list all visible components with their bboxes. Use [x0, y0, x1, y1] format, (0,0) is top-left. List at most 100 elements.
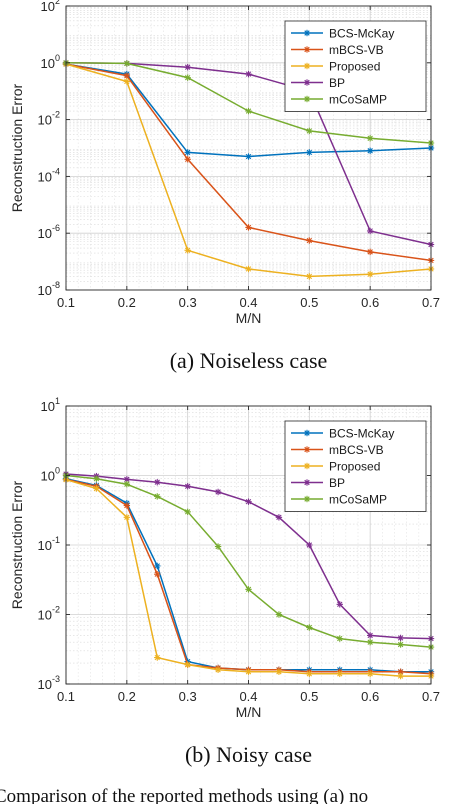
- x-tick-label: 0.1: [57, 295, 75, 310]
- grid: [65, 5, 432, 291]
- data-point: [123, 72, 131, 79]
- legend-marker: [303, 79, 311, 86]
- legend-marker: [303, 46, 311, 53]
- y-tick-label-exponent: -1: [52, 535, 60, 545]
- data-point: [306, 670, 313, 678]
- legend-marker: [303, 446, 311, 453]
- data-point: [154, 493, 161, 500]
- legend-label: mCoSaMP: [329, 493, 387, 507]
- y-tick-label-exponent: -2: [52, 605, 60, 615]
- data-point: [275, 668, 283, 675]
- data-point: [306, 624, 313, 631]
- series-group: [62, 59, 435, 280]
- data-point: [123, 502, 131, 509]
- y-tick-label-exponent: 0: [55, 466, 60, 476]
- data-point: [184, 63, 191, 71]
- y-tick-label-base: 10: [41, 0, 55, 14]
- data-point: [306, 127, 313, 135]
- y-tick-label: 101: [41, 396, 60, 414]
- y-axis-label: Reconstruction Error: [9, 480, 25, 609]
- data-point: [245, 586, 252, 593]
- y-tick-label: 10-2: [38, 605, 60, 623]
- x-tick-label: 0.6: [361, 689, 379, 704]
- legend-marker: [303, 62, 311, 70]
- y-tick-label: 100: [41, 53, 60, 71]
- x-tick-label: 0.4: [239, 295, 257, 310]
- data-point: [366, 248, 374, 256]
- y-tick-label-base: 10: [38, 608, 52, 623]
- data-point: [154, 562, 161, 570]
- legend-marker: [303, 462, 311, 470]
- data-point: [275, 514, 283, 521]
- x-tick-label: 0.2: [118, 689, 136, 704]
- figure-caption-text: Comparison of the reported methods using…: [0, 786, 368, 804]
- data-point: [93, 485, 100, 492]
- y-tick-label-exponent: 0: [55, 53, 60, 63]
- data-point: [154, 571, 161, 578]
- legend-label: Proposed: [329, 60, 380, 74]
- data-point: [184, 247, 191, 254]
- data-point: [306, 273, 313, 280]
- y-tick-label: 102: [41, 0, 60, 14]
- legend-marker: [303, 429, 311, 437]
- panel-caption: (a) Noiseless case: [170, 348, 328, 373]
- data-point: [245, 70, 252, 78]
- data-point: [336, 601, 343, 608]
- data-point: [214, 488, 222, 496]
- data-point: [245, 153, 252, 160]
- x-tick-label: 0.4: [239, 689, 257, 704]
- y-tick-label: 100: [41, 466, 60, 484]
- y-tick-label-base: 10: [41, 56, 55, 71]
- x-tick-label: 0.3: [179, 295, 197, 310]
- x-tick-label: 0.6: [361, 295, 379, 310]
- data-point: [184, 508, 191, 516]
- data-point: [154, 479, 161, 486]
- legend-label: mBCS-VB: [329, 443, 384, 457]
- data-point: [245, 224, 252, 231]
- y-tick-label: 10-4: [38, 166, 60, 184]
- data-point: [366, 638, 374, 646]
- y-tick-label-base: 10: [41, 399, 55, 414]
- y-tick-label-exponent: -2: [52, 110, 60, 120]
- legend-marker: [303, 29, 311, 37]
- data-point: [397, 634, 404, 642]
- chart-panel-noiseless: 0.1 0.2 0.3 0.4 0.5 0.6 0.710-810-610-410-2100…: [9, 0, 440, 373]
- legend-label: BCS-McKay: [329, 427, 394, 441]
- data-point: [184, 483, 191, 490]
- x-tick-label: 0.7: [422, 689, 440, 704]
- data-point: [184, 661, 191, 668]
- data-point: [275, 611, 283, 618]
- y-tick-label-base: 10: [38, 283, 52, 298]
- x-axis-label: M/N: [236, 704, 262, 720]
- y-tick-label-base: 10: [38, 113, 52, 128]
- y-tick-label: 10-3: [38, 674, 60, 692]
- data-point: [397, 641, 404, 648]
- data-point: [397, 672, 404, 680]
- x-tick-label: 0.2: [118, 295, 136, 310]
- x-tick-label: 0.7: [422, 295, 440, 310]
- panel-caption: (b) Noisy case: [185, 742, 312, 767]
- legend-label: mCoSaMP: [329, 93, 387, 107]
- x-tick-label: 0.1: [57, 689, 75, 704]
- data-point: [306, 541, 313, 549]
- legend-marker: [303, 495, 311, 503]
- data-point: [184, 156, 191, 163]
- y-tick-label: 10-8: [38, 280, 60, 298]
- legend-marker: [303, 479, 311, 486]
- x-tick-label: 0.3: [179, 689, 197, 704]
- data-point: [154, 654, 161, 661]
- data-point: [306, 149, 313, 156]
- x-axis-label: M/N: [236, 310, 262, 326]
- data-point: [214, 543, 222, 550]
- data-point: [366, 632, 374, 639]
- data-point: [366, 227, 374, 235]
- data-point: [366, 670, 374, 678]
- data-point: [366, 135, 374, 142]
- data-point: [306, 237, 313, 244]
- y-tick-label-base: 10: [38, 538, 52, 553]
- data-point: [123, 78, 131, 85]
- y-tick-label: 10-1: [38, 535, 60, 553]
- y-tick-label-exponent: -6: [52, 223, 60, 233]
- y-tick-label-base: 10: [38, 677, 52, 692]
- x-tick-label: 0.5: [300, 689, 318, 704]
